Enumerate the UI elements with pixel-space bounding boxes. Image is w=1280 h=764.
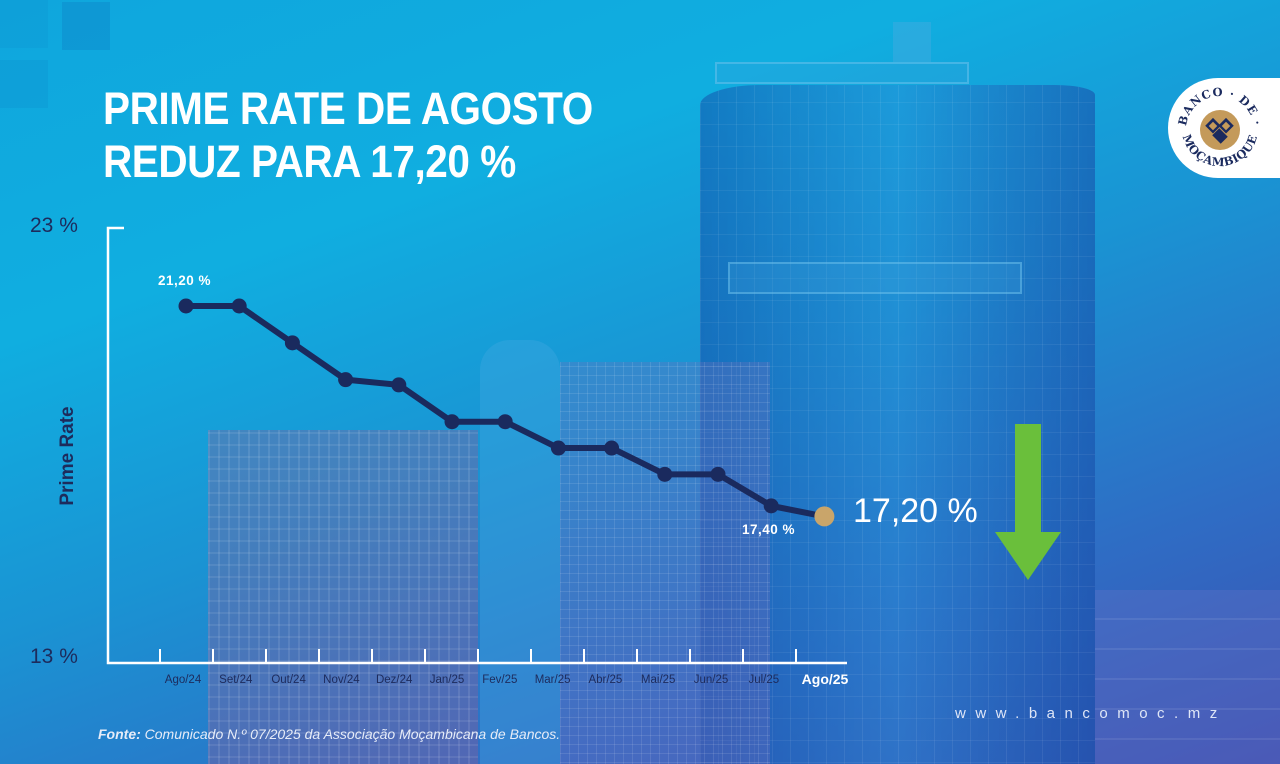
banco-de-mocambique-emblem-icon: BANCO · DE · MOÇAMBIQUE — [1175, 85, 1264, 169]
x-axis-label: Ago/25 — [801, 671, 849, 687]
data-point-marker — [763, 498, 779, 514]
x-axis-label: Mar/25 — [534, 674, 571, 686]
bank-logo: BANCO · DE · MOÇAMBIQUE — [1168, 78, 1280, 178]
chart-axes — [106, 226, 847, 665]
left-building — [208, 430, 478, 764]
source-label: Fonte: — [98, 726, 141, 742]
tower-balcony — [728, 262, 1022, 294]
current-value-label: 17,20 % — [853, 492, 978, 530]
tower-roof-band — [715, 62, 969, 84]
website-link[interactable]: www.bancomoc.mz — [955, 705, 1227, 722]
data-point-marker — [231, 298, 247, 314]
data-markers — [178, 298, 835, 527]
bg-tile — [0, 0, 48, 48]
data-point-marker — [284, 335, 300, 351]
x-axis-label: Jan/25 — [429, 674, 465, 686]
arrow-down-icon — [995, 424, 1061, 580]
title-line-2: REDUZ PARA 17,20 % — [103, 136, 516, 187]
x-axis-label: Set/24 — [219, 674, 253, 686]
bg-tile — [62, 2, 110, 50]
data-point-marker — [444, 414, 460, 430]
data-point-marker — [710, 466, 726, 482]
x-axis-label: Ago/24 — [164, 674, 202, 686]
right-building — [560, 362, 770, 764]
x-axis-label: Jun/25 — [693, 674, 729, 686]
middle-building — [480, 340, 560, 764]
y-axis-max-label: 23 % — [30, 214, 78, 237]
data-point-marker — [178, 298, 194, 314]
title-line-1: PRIME RATE DE AGOSTO — [103, 83, 593, 134]
far-building — [1095, 590, 1280, 764]
x-axis-label: Mai/25 — [640, 674, 676, 686]
current-value-marker — [814, 506, 835, 527]
x-axis-label: Dez/24 — [375, 674, 413, 686]
data-point-marker — [657, 466, 673, 482]
tower-top — [893, 22, 931, 62]
bg-tile — [0, 60, 48, 108]
prime-rate-line — [186, 303, 825, 520]
x-axis-label: Abr/25 — [588, 674, 623, 686]
data-point-marker — [497, 414, 513, 430]
source-text: Comunicado N.º 07/2025 da Associação Moç… — [144, 726, 561, 742]
page-title: PRIME RATE DE AGOSTO REDUZ PARA 17,20 % — [103, 82, 593, 188]
x-axis-label: Fev/25 — [482, 674, 518, 686]
x-axis-label: Jul/25 — [748, 674, 780, 686]
data-point-marker — [604, 440, 620, 456]
data-point-marker — [391, 377, 407, 393]
data-point-marker — [338, 372, 354, 388]
annotation-first-value: 21,20 % — [158, 273, 212, 288]
x-axis-label: Out/24 — [271, 674, 306, 686]
x-axis-label: Nov/24 — [323, 674, 360, 686]
source-note: Fonte: Comunicado N.º 07/2025 da Associa… — [98, 726, 560, 742]
data-point-marker — [550, 440, 566, 456]
annotation-jul25-value: 17,40 % — [742, 522, 796, 537]
y-axis-min-label: 13 % — [30, 645, 78, 668]
